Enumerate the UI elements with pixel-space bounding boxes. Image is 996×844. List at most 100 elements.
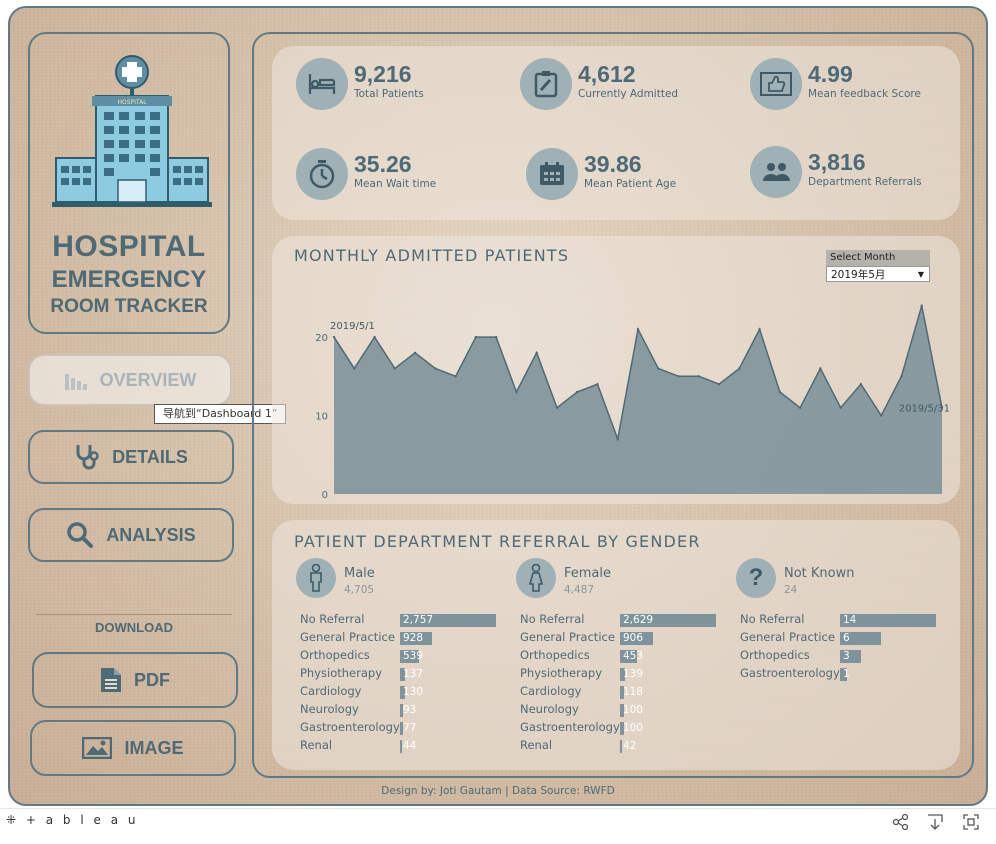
gender-name: Male xyxy=(344,566,375,581)
kpi-currently-admitted: 4,612 Currently Admitted xyxy=(520,58,678,110)
referral-label: Cardiology xyxy=(520,684,582,698)
data-point xyxy=(535,351,538,354)
y-tick-label: 0 xyxy=(322,490,328,498)
data-point xyxy=(677,375,680,378)
logo-title-hospital: HOSPITAL xyxy=(52,230,206,263)
data-point xyxy=(596,382,599,386)
nav-overview-label: OVERVIEW xyxy=(99,369,197,390)
calendar-icon xyxy=(526,148,578,200)
start-date-label: 2019/5/1 xyxy=(330,321,375,332)
download-label: DOWNLOAD xyxy=(95,620,173,635)
nav-details-label: DETAILS xyxy=(112,446,188,467)
referral-row: Gastroenterology xyxy=(520,720,620,738)
referral-value: 139 xyxy=(623,668,644,680)
nav-analysis-label: ANALYSIS xyxy=(106,524,196,545)
data-point xyxy=(474,335,478,339)
referral-value: 118 xyxy=(623,686,644,698)
hospital-bed-icon xyxy=(296,58,348,110)
nav-details-button[interactable]: DETAILS xyxy=(28,430,234,484)
referral-label: General Practice xyxy=(520,630,615,644)
referral-bar xyxy=(400,704,404,717)
data-point xyxy=(494,335,498,339)
referral-row: Physiotherapy xyxy=(520,666,602,684)
chevron-down-icon: ▼ xyxy=(917,270,924,279)
tableau-logo[interactable]: ⁜ + a b l e a u xyxy=(6,813,138,827)
referral-value: 453 xyxy=(623,650,644,662)
referral-row: Neurology xyxy=(520,702,579,720)
referral-label: Orthopedics xyxy=(300,648,370,662)
kpi-wait-time: 35.26 Mean Wait time xyxy=(296,148,436,200)
referral-bar xyxy=(400,740,402,753)
kpi-value: 3,816 xyxy=(808,149,866,175)
referral-row: Orthopedics xyxy=(300,648,370,666)
download-image-button[interactable]: IMAGE xyxy=(30,720,236,776)
admissions-area xyxy=(334,305,942,494)
kpi-value: 4,612 xyxy=(578,61,636,87)
referral-value: 77 xyxy=(403,722,417,734)
logo-title-emergency: EMERGENCY xyxy=(51,266,207,293)
referral-panel xyxy=(272,520,960,770)
referral-label: Physiotherapy xyxy=(300,666,383,680)
referral-bar xyxy=(840,632,882,645)
kpi-department-referrals: 3,816 Department Referrals xyxy=(750,146,922,198)
referral-row: Orthopedics xyxy=(740,648,810,666)
nav-overview-button[interactable]: OVERVIEW xyxy=(28,354,232,406)
hospital-building-icon: HOSPITAL xyxy=(52,55,212,207)
referral-bar xyxy=(840,614,936,627)
data-point xyxy=(697,375,700,378)
image-icon xyxy=(82,737,113,759)
referral-bar xyxy=(620,632,654,645)
referral-value: 130 xyxy=(403,686,424,698)
kpi-label: Mean Wait time xyxy=(354,178,437,190)
referral-value: 93 xyxy=(403,704,417,716)
kpi-value: 9,216 xyxy=(354,61,412,87)
stopwatch-icon xyxy=(296,148,348,200)
referral-value: 6 xyxy=(843,632,850,644)
referral-row: Gastroenterology xyxy=(300,720,400,738)
data-point xyxy=(920,304,923,307)
hospital-sign: HOSPITAL xyxy=(117,99,147,106)
referral-value: 14 xyxy=(843,614,857,626)
monthly-title: MONTHLY ADMITTED PATIENTS xyxy=(294,246,570,265)
gender-name: Not Known xyxy=(784,566,855,581)
data-point xyxy=(373,335,376,339)
referral-bar xyxy=(400,686,405,699)
tableau-toolbar: ⁜ + a b l e a u xyxy=(0,808,996,844)
referral-label: Gastroenterology xyxy=(300,720,400,734)
month-select-box[interactable]: 2019年5月 ▼ xyxy=(826,266,930,282)
month-select[interactable]: Select Month 2019年5月 ▼ xyxy=(826,250,930,282)
data-point xyxy=(859,382,863,386)
referral-label: No Referral xyxy=(520,612,585,626)
nav-analysis-button[interactable]: ANALYSIS xyxy=(28,508,234,562)
download-divider xyxy=(36,614,232,615)
month-select-value: 2019年5月 xyxy=(831,269,886,281)
download-icon[interactable] xyxy=(926,813,944,831)
kpi-label: Mean Patient Age xyxy=(584,178,677,190)
y-tick-label: 10 xyxy=(315,412,328,423)
end-date-label: 2019/5/31 xyxy=(899,404,950,415)
referral-bar xyxy=(620,740,622,753)
referral-bar xyxy=(620,668,626,681)
data-point xyxy=(413,351,417,354)
share-icon[interactable] xyxy=(892,813,910,831)
data-point xyxy=(900,375,903,378)
kpi-value: 4.99 xyxy=(808,61,853,87)
referral-row: Renal xyxy=(520,738,552,756)
referral-value: 539 xyxy=(403,650,424,662)
data-point xyxy=(576,390,579,394)
referral-value: 3 xyxy=(843,650,850,662)
data-point xyxy=(636,328,640,331)
tableau-logo-icon: ⁜ xyxy=(6,813,20,827)
people-icon xyxy=(750,146,802,198)
referral-bar xyxy=(400,614,496,627)
referral-label: Orthopedics xyxy=(520,648,590,662)
data-point xyxy=(454,375,457,378)
search-icon xyxy=(67,522,94,548)
gender-count: 4,487 xyxy=(564,584,595,596)
fullscreen-icon[interactable] xyxy=(962,813,980,831)
download-pdf-button[interactable]: PDF xyxy=(32,652,238,708)
data-point xyxy=(616,437,619,441)
data-point xyxy=(738,367,741,370)
referral-row: Neurology xyxy=(300,702,359,720)
referral-bar xyxy=(840,650,861,663)
